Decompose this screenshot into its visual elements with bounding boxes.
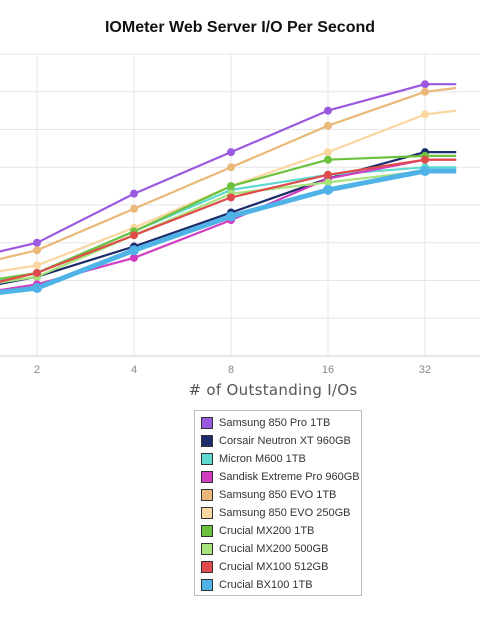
data-point[interactable] — [421, 87, 429, 96]
x-tick-label: 32 — [419, 364, 431, 376]
legend-item[interactable]: Crucial BX100 1TB — [195, 576, 361, 594]
series-points — [32, 80, 430, 294]
legend-label: Samsung 850 Pro 1TB — [219, 417, 331, 429]
legend-swatch — [201, 453, 213, 465]
legend-item[interactable]: Samsung 850 EVO 1TB — [195, 486, 361, 504]
data-point[interactable] — [324, 121, 332, 130]
data-point[interactable] — [227, 163, 235, 172]
data-point[interactable] — [130, 189, 138, 198]
line-chart: 2 4 8 16 32 — [0, 53, 480, 376]
data-point[interactable] — [323, 184, 333, 195]
data-point[interactable] — [130, 231, 138, 240]
legend-item[interactable]: Samsung 850 Pro 1TB — [195, 414, 361, 432]
legend-label: Sandisk Extreme Pro 960GB — [219, 471, 360, 483]
x-tick-label: 8 — [228, 364, 234, 376]
data-point[interactable] — [33, 261, 41, 270]
data-point[interactable] — [324, 170, 332, 179]
x-tick-label: 16 — [322, 364, 334, 376]
legend-label: Corsair Neutron XT 960GB — [219, 435, 351, 447]
legend-swatch — [201, 579, 213, 591]
data-point[interactable] — [33, 238, 41, 247]
legend-label: Crucial MX200 500GB — [219, 543, 329, 555]
data-point[interactable] — [227, 182, 235, 191]
legend[interactable]: Samsung 850 Pro 1TB Corsair Neutron XT 96… — [194, 410, 362, 596]
legend-swatch — [201, 543, 213, 555]
legend-swatch — [201, 489, 213, 501]
data-point[interactable] — [33, 268, 41, 277]
x-tick-label: 2 — [34, 364, 40, 376]
legend-item[interactable]: Corsair Neutron XT 960GB — [195, 432, 361, 450]
legend-swatch — [201, 507, 213, 519]
x-tick-label: 4 — [131, 364, 137, 376]
legend-swatch — [201, 435, 213, 447]
data-point[interactable] — [421, 80, 429, 89]
legend-item[interactable]: Crucial MX200 1TB — [195, 522, 361, 540]
legend-label: Micron M600 1TB — [219, 453, 306, 465]
data-point[interactable] — [129, 245, 139, 256]
legend-swatch — [201, 525, 213, 537]
legend-label: Samsung 850 EVO 1TB — [219, 489, 337, 501]
x-tick-labels: 2 4 8 16 32 — [34, 364, 431, 376]
data-point[interactable] — [130, 253, 138, 262]
legend-swatch — [201, 471, 213, 483]
grid-lines — [0, 53, 480, 357]
legend-label: Crucial MX200 1TB — [219, 525, 315, 537]
legend-label: Crucial MX100 512GB — [219, 561, 329, 573]
data-point[interactable] — [420, 166, 430, 177]
chart-title: IOMeter Web Server I/O Per Second — [104, 19, 376, 36]
data-point[interactable] — [324, 155, 332, 164]
legend-item[interactable]: Samsung 850 EVO 250GB — [195, 504, 361, 522]
legend-swatch — [201, 561, 213, 573]
legend-label: Crucial BX100 1TB — [219, 579, 313, 591]
legend-item[interactable]: Micron M600 1TB — [195, 450, 361, 468]
legend-item[interactable]: Crucial MX100 512GB — [195, 558, 361, 576]
data-point[interactable] — [421, 110, 429, 119]
data-point[interactable] — [130, 204, 138, 213]
data-point[interactable] — [227, 148, 235, 157]
legend-swatch — [201, 417, 213, 429]
data-point[interactable] — [324, 148, 332, 157]
data-point[interactable] — [324, 106, 332, 115]
data-point[interactable] — [324, 178, 332, 187]
legend-label: Samsung 850 EVO 250GB — [219, 507, 351, 519]
data-point[interactable] — [226, 211, 236, 222]
x-axis-label: # of Outstanding I/Os — [188, 381, 358, 399]
data-point[interactable] — [32, 283, 42, 294]
legend-item[interactable]: Crucial MX200 500GB — [195, 540, 361, 558]
data-point[interactable] — [421, 155, 429, 164]
legend-item[interactable]: Sandisk Extreme Pro 960GB — [195, 468, 361, 486]
data-point[interactable] — [33, 246, 41, 255]
data-point[interactable] — [227, 193, 235, 202]
